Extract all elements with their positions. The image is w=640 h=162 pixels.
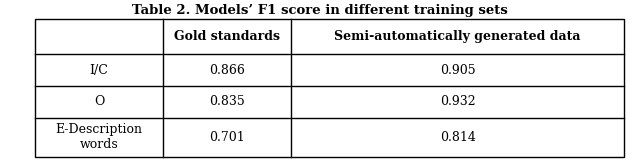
Text: Semi-automatically generated data: Semi-automatically generated data: [334, 30, 581, 43]
Text: 0.932: 0.932: [440, 95, 476, 108]
Text: 0.701: 0.701: [209, 131, 245, 144]
Text: 0.814: 0.814: [440, 131, 476, 144]
Text: E-Description
words: E-Description words: [56, 123, 143, 151]
Bar: [35, 19, 624, 157]
Text: O: O: [94, 95, 104, 108]
Text: 0.866: 0.866: [209, 64, 245, 77]
Text: 0.835: 0.835: [209, 95, 245, 108]
Text: 0.905: 0.905: [440, 64, 476, 77]
Text: Table 2. Models’ F1 score in different training sets: Table 2. Models’ F1 score in different t…: [132, 4, 508, 17]
Text: Gold standards: Gold standards: [174, 30, 280, 43]
Text: I/C: I/C: [90, 64, 109, 77]
